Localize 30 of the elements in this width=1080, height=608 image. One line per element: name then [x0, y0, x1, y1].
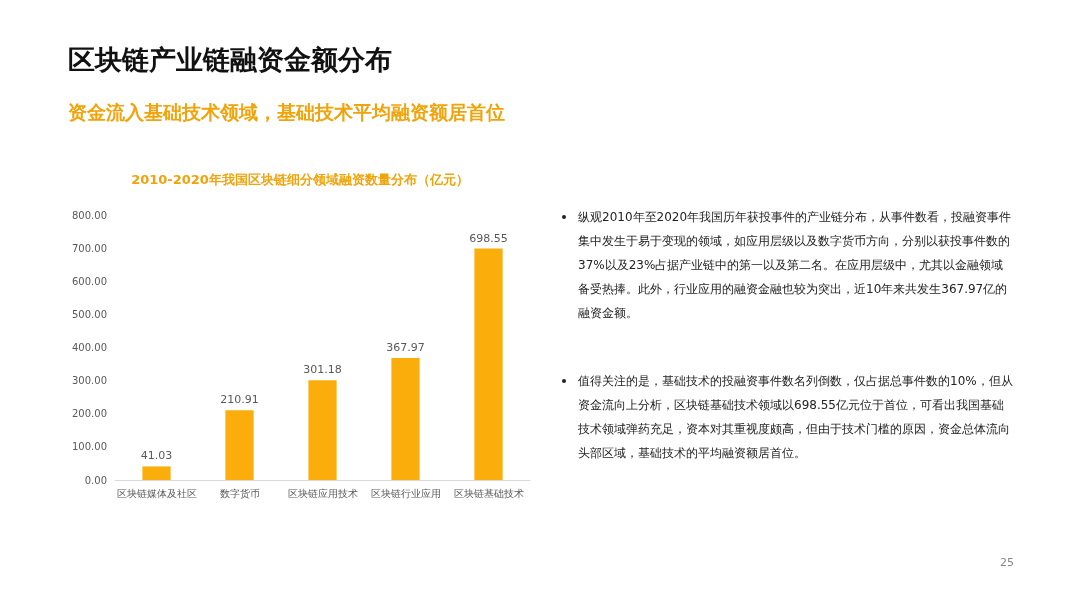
chart-title: 区块链产业链融资金额分布	[68, 43, 392, 77]
y-tick-label: 0.00	[84, 474, 107, 486]
y-tick-label: 100.00	[72, 441, 107, 453]
y-tick-label: 500.00	[72, 308, 107, 320]
text: 纵观2010年至2020年我国历年获投事件的产业链分布，从事件数看，投融资事件集中发生于易于变现的领域，如应用层级以及数字货币方向，分别以获投事件数的37%以及23%占据产业链中的第一以及第二名。在应用层级中，尤其以金融领域备受热捧。此外，行业应用的融资金融也较为突出，近10年来共发生367.97亿的融资金额。	[578, 209, 1013, 322]
text: 2010-2020年我国区块链细分领域融资数量分布（亿元）	[131, 172, 469, 187]
x-tick-label: 数字货币	[219, 487, 260, 499]
y-tick-label: 400.00	[72, 342, 107, 353]
data-label: 210.91	[220, 393, 259, 407]
y-tick-label: 200.00	[72, 408, 107, 420]
bar	[225, 410, 254, 480]
bar	[391, 358, 420, 480]
x-tick-label: 区块链行业应用	[370, 487, 441, 499]
data-label: 367.97	[386, 341, 425, 355]
bar	[308, 380, 337, 480]
x-tick-label: 区块链媒体及社区	[116, 487, 197, 499]
y-tick-label: 800.00	[72, 209, 107, 221]
y-tick-label: 300.00	[72, 375, 107, 387]
y-tick-label: 700.00	[72, 242, 107, 254]
data-label: 698.55	[469, 231, 508, 245]
data-label: 301.18	[303, 363, 342, 377]
chart-subtitle: 资金流入基础技术领域，基础技术平均融资额居首位	[68, 100, 505, 125]
y-tick-label: 600.00	[72, 275, 107, 287]
bar	[474, 248, 503, 480]
text: 值得关注的是，基础技术的投融资事件数名列倒数，仅占据总事件数的10%，但从资金流向上分析，区块链基础技术领域以698.55亿元位于首位，可看出我国基础技术领域弹药充足，资本对其重视度颇高，但由于技术门槛的原因，资金总体流向头部区域，基础技术的平均融资额居首位。	[578, 373, 1014, 462]
text: 25	[1000, 556, 1014, 569]
x-tick-label: 区块链应用技术	[287, 487, 358, 499]
data-label: 41.03	[140, 449, 173, 463]
bar	[142, 466, 171, 480]
x-tick-label: 区块链基础技术	[453, 487, 524, 499]
